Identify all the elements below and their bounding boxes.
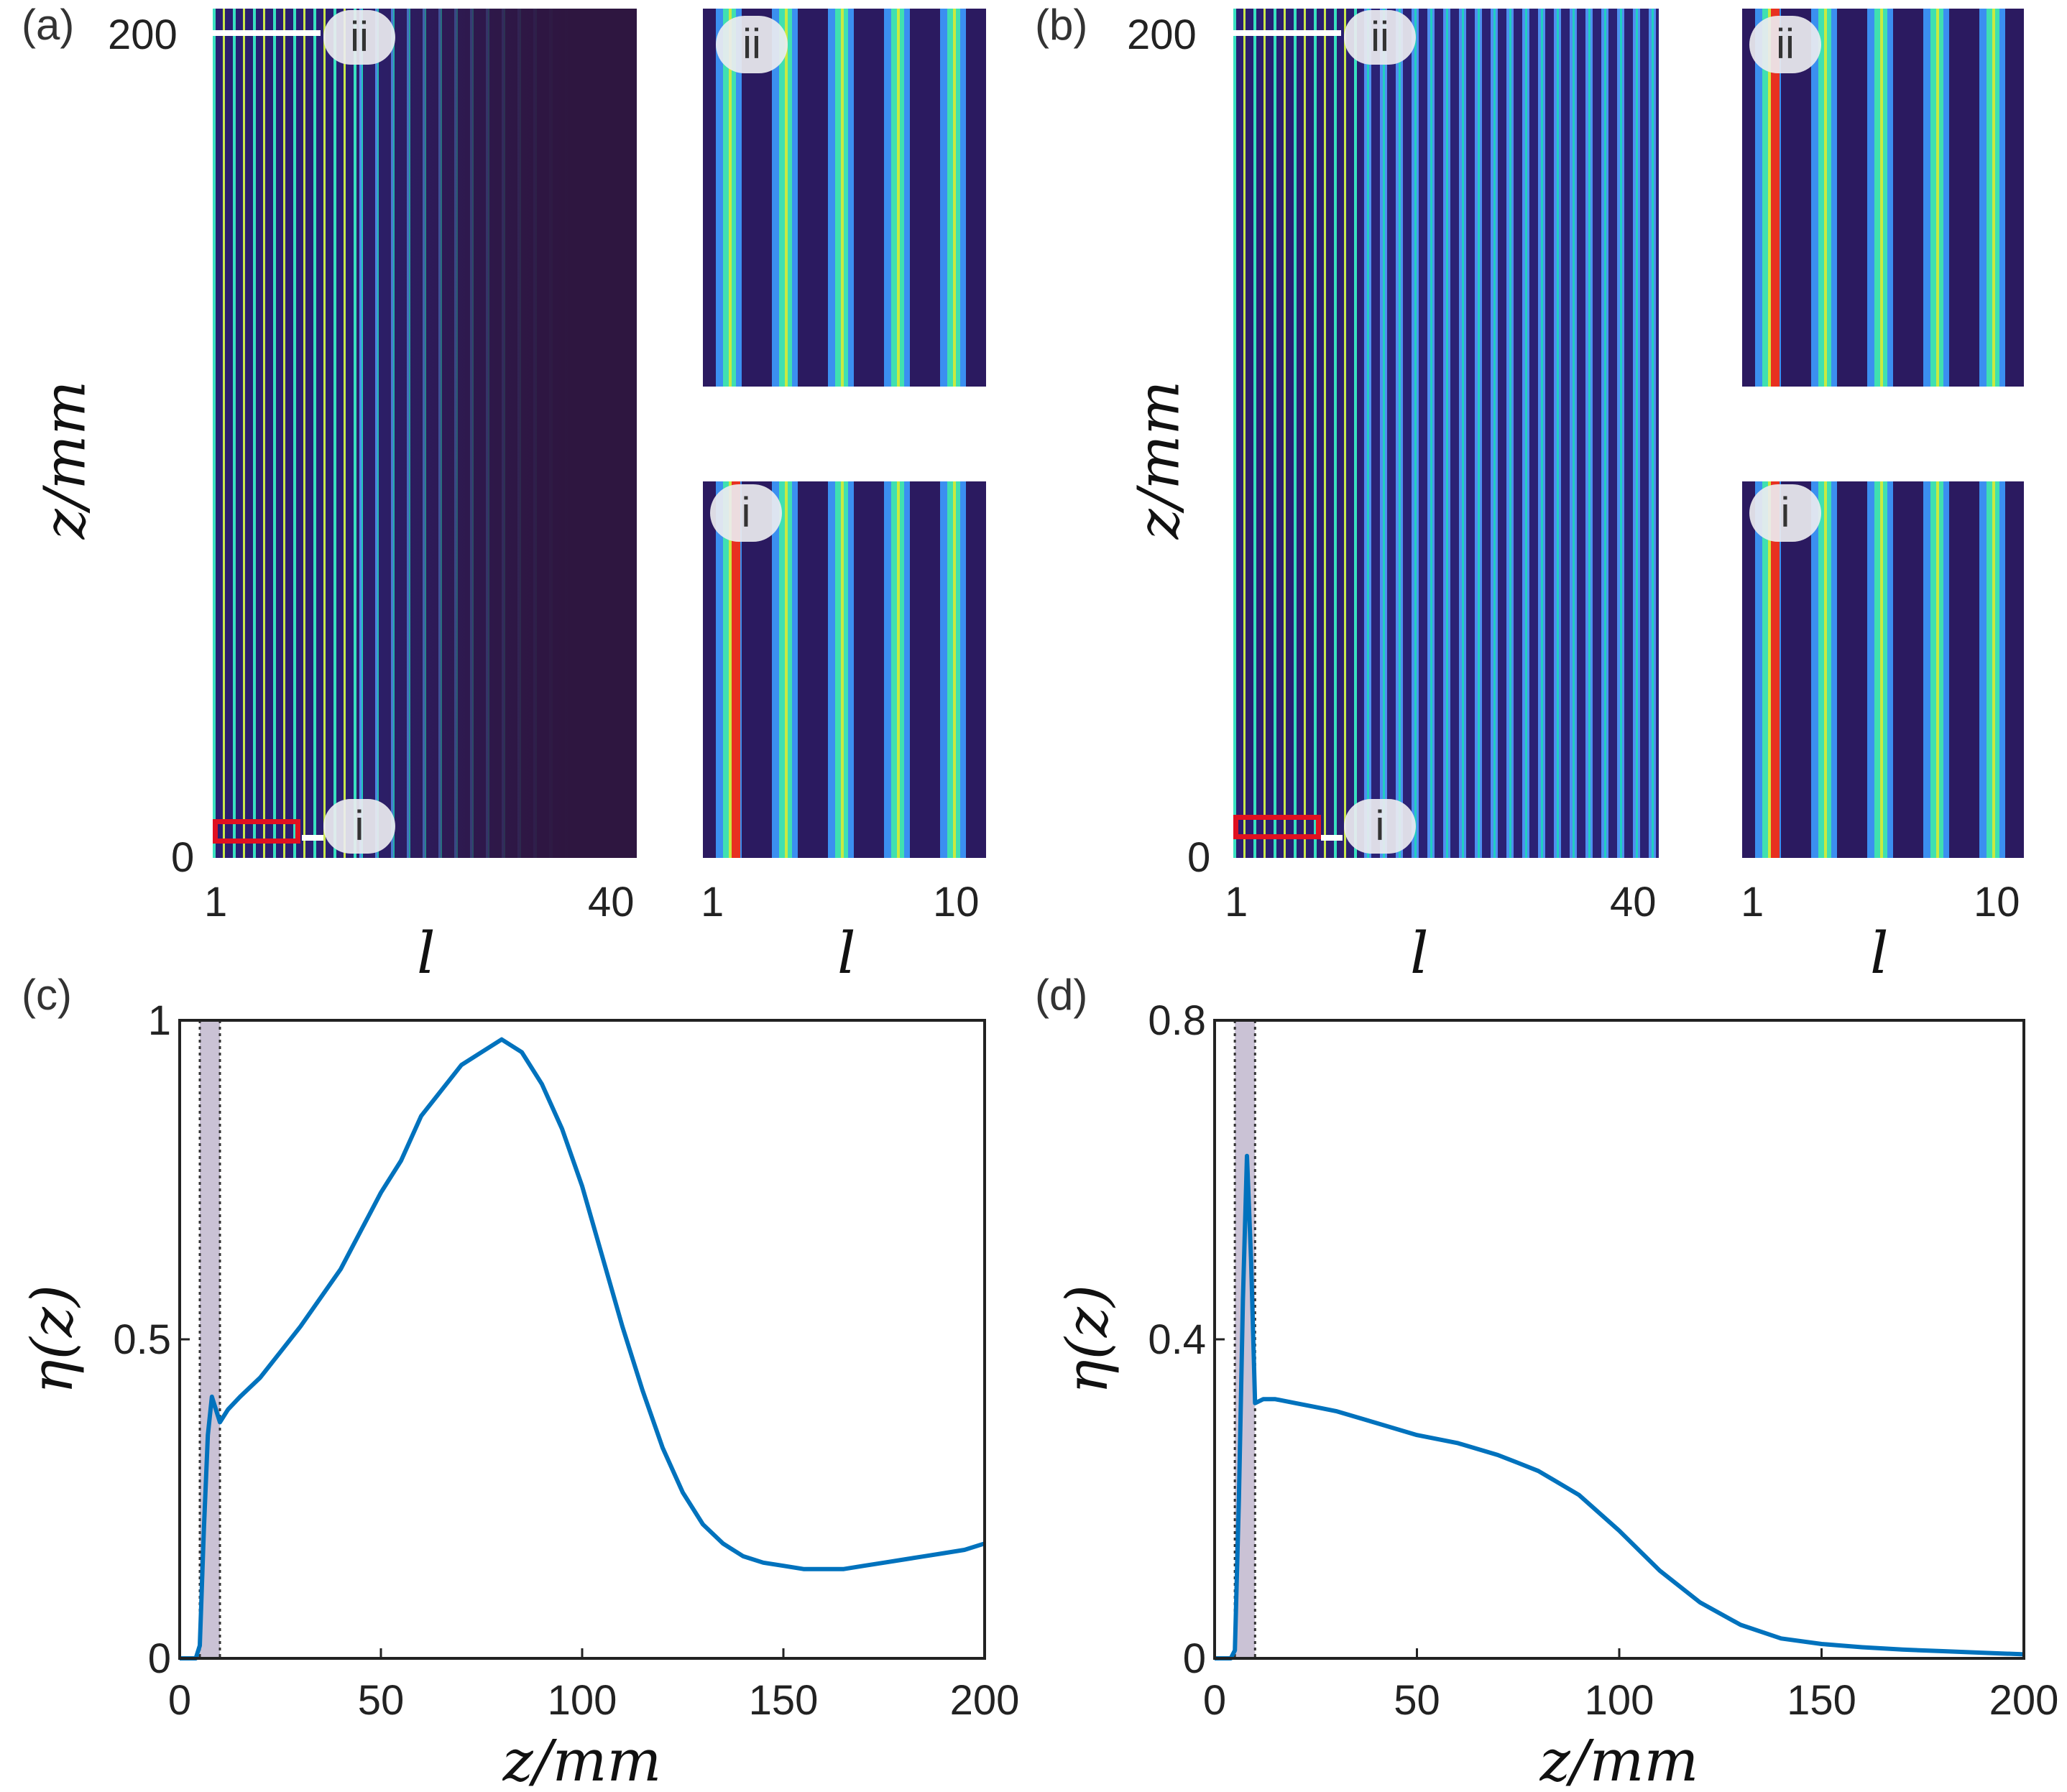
b-inset-bottom-badge: i xyxy=(1749,484,1821,542)
panel-label-d: (d) xyxy=(1035,971,1088,1019)
c-y-tick-label: 0.5 xyxy=(113,1316,171,1363)
b-x-axis-title: l xyxy=(1410,920,1429,987)
a-inset-top: ii xyxy=(703,9,986,387)
a-x-axis-title: l xyxy=(417,920,436,987)
a-y-tick-200: 200 xyxy=(108,11,178,58)
a-red-marker xyxy=(213,819,300,844)
b-marker-badge-bottom: i xyxy=(1344,799,1416,854)
b-inset-x-axis-title: l xyxy=(1870,920,1889,987)
c-y-tick-label: 0 xyxy=(148,1635,171,1682)
b-inset-top-badge: ii xyxy=(1749,16,1821,73)
b-inset-x-tick-1: 1 xyxy=(1741,879,1764,925)
a-inset-x-tick-1: 1 xyxy=(701,879,724,925)
b-red-marker xyxy=(1233,815,1321,839)
b-marker-line-bottom xyxy=(1321,835,1343,841)
d-x-tick-label: 0 xyxy=(1203,1677,1226,1724)
b-y-tick-0: 0 xyxy=(1187,834,1211,881)
a-x-tick-1: 1 xyxy=(204,879,228,925)
a-marker-line-top xyxy=(213,30,321,36)
b-heatmap xyxy=(1233,9,1659,858)
c-series-line xyxy=(180,1037,985,1661)
c-y-tick-label: 1 xyxy=(148,997,171,1044)
b-inset-bottom: i xyxy=(1742,481,2024,858)
b-inset-x-tick-10: 10 xyxy=(1974,879,2020,925)
b-marker-badge-top: ii xyxy=(1344,10,1416,65)
a-inset-x-axis-title: l xyxy=(837,920,856,987)
b-inset-top: ii xyxy=(1742,9,2024,387)
d-y-tick-label: 0.8 xyxy=(1148,997,1206,1044)
d-y-tick-label: 0 xyxy=(1183,1635,1206,1682)
a-inset-bottom: i xyxy=(703,481,986,858)
a-marker-badge-top: ii xyxy=(323,10,395,65)
a-y-tick-0: 0 xyxy=(171,834,195,881)
panel-label-a: (a) xyxy=(22,1,75,49)
d-plot-frame xyxy=(1213,1019,2025,1660)
d-x-tick-label: 50 xyxy=(1394,1677,1440,1724)
c-x-tick-label: 150 xyxy=(749,1677,819,1724)
a-inset-bottom-badge: i xyxy=(710,484,782,542)
c-x-tick-label: 200 xyxy=(950,1677,1020,1724)
a-heatmap xyxy=(213,9,637,858)
panel-label-b: (b) xyxy=(1035,1,1088,49)
c-plot-frame xyxy=(178,1019,986,1660)
d-x-tick-label: 100 xyxy=(1585,1677,1654,1724)
a-inset-top-badge: ii xyxy=(716,16,788,73)
d-y-axis-title: η(z) xyxy=(1054,1285,1120,1395)
d-x-tick-label: 150 xyxy=(1787,1677,1856,1724)
c-x-tick-label: 50 xyxy=(358,1677,405,1724)
c-x-tick-label: 100 xyxy=(548,1677,617,1724)
c-y-axis-title: η(z) xyxy=(19,1285,86,1395)
c-x-tick-label: 0 xyxy=(168,1677,191,1724)
a-inset-x-tick-10: 10 xyxy=(933,879,980,925)
a-marker-line-bottom xyxy=(302,835,323,841)
b-x-tick-1: 1 xyxy=(1225,879,1248,925)
d-x-tick-label: 200 xyxy=(1989,1677,2059,1724)
a-x-tick-40: 40 xyxy=(588,879,635,925)
d-y-tick-label: 0.4 xyxy=(1148,1316,1206,1363)
b-marker-line-top xyxy=(1233,30,1341,36)
panel-label-c: (c) xyxy=(22,971,72,1019)
d-x-axis-title: z/mm xyxy=(1539,1727,1699,1792)
c-x-axis-title: z/mm xyxy=(502,1727,662,1792)
d-series-line xyxy=(1215,1153,2025,1661)
b-y-tick-200: 200 xyxy=(1127,11,1197,58)
b-x-tick-40: 40 xyxy=(1610,879,1657,925)
a-marker-badge-bottom: i xyxy=(323,799,395,854)
